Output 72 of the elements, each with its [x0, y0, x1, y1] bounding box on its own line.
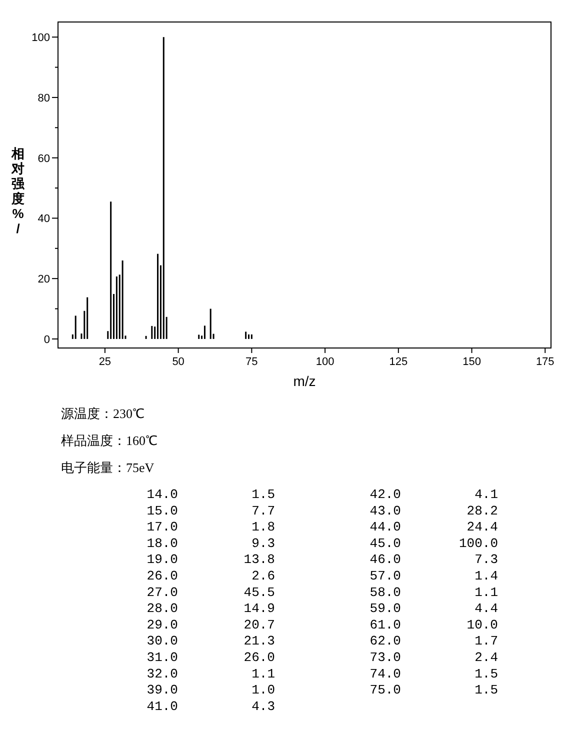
- text: 4.1: [474, 487, 498, 502]
- text: 24.4: [466, 520, 498, 535]
- text: 18.0: [146, 536, 178, 551]
- text: 14.9: [244, 601, 275, 616]
- text: 27.0: [146, 584, 178, 600]
- text: 28.0: [146, 601, 178, 616]
- text: 30.0: [146, 634, 178, 649]
- x-tick-label: 125: [389, 356, 408, 368]
- text: 46.0: [370, 552, 401, 568]
- text: 9.3: [252, 536, 275, 551]
- text: 4.3: [252, 698, 275, 714]
- text: 1.5: [474, 666, 498, 682]
- text: 15.0: [146, 503, 178, 518]
- text: 100.0: [458, 536, 498, 551]
- text: 19.0: [146, 552, 178, 568]
- x-tick-label: 150: [462, 356, 481, 368]
- text: 2.6: [252, 568, 275, 584]
- text: 29.0: [146, 617, 178, 632]
- y-axis-title: 相对强度%/: [10, 146, 26, 236]
- text: 26.0: [146, 568, 178, 584]
- x-tick-label: 25: [98, 356, 112, 368]
- y-tick-label: 80: [38, 92, 50, 104]
- text: 13.8: [244, 552, 275, 568]
- text: 44.0: [370, 520, 401, 535]
- x-tick-label: 75: [246, 356, 258, 368]
- text: 17.0: [146, 520, 178, 535]
- text: 7.3: [474, 552, 498, 568]
- text: 1.4: [474, 568, 498, 584]
- y-tick-label: 0: [44, 334, 50, 346]
- text: 2.4: [474, 650, 498, 665]
- text: 1.5: [474, 682, 498, 698]
- text: 电子能量：75eV: [61, 460, 155, 475]
- x-axis-title: m/z: [293, 373, 316, 389]
- text: 14.0: [146, 487, 178, 502]
- text: 62.0: [370, 634, 401, 649]
- text: 61.0: [370, 617, 401, 632]
- text: 源温度：230℃: [61, 406, 144, 421]
- text: 1.7: [474, 634, 498, 649]
- x-tick-label: 100: [316, 356, 334, 368]
- text: 28.2: [466, 503, 498, 518]
- text: 10.0: [466, 617, 498, 632]
- text: 45.0: [370, 536, 401, 551]
- text: 1.0: [252, 682, 275, 698]
- text: 75.0: [370, 682, 401, 698]
- y-tick-label: 60: [38, 152, 50, 165]
- text: 58.0: [370, 584, 401, 600]
- text: 1.1: [474, 584, 498, 600]
- text: 4.4: [474, 601, 498, 616]
- x-tick-label: 50: [172, 356, 184, 368]
- y-tick-label: 20: [38, 274, 50, 286]
- text: 1.5: [252, 487, 275, 502]
- text: 45.5: [244, 584, 275, 600]
- text: 43.0: [370, 503, 401, 518]
- text: 1.1: [252, 666, 276, 682]
- text: 1.8: [252, 520, 275, 535]
- text: 31.0: [146, 650, 178, 665]
- text: 74.0: [370, 666, 401, 682]
- text: 73.0: [370, 650, 401, 665]
- text: 32.0: [146, 666, 178, 682]
- text: 7.7: [252, 503, 275, 518]
- text: 样品温度：160℃: [61, 433, 158, 448]
- text: 20.7: [244, 617, 275, 632]
- y-tick-label: 40: [38, 213, 50, 226]
- text: 39.0: [146, 682, 178, 698]
- x-tick-label: 175: [536, 356, 554, 368]
- y-tick-label: 100: [32, 32, 50, 44]
- text: 57.0: [370, 568, 401, 584]
- text: 41.0: [146, 698, 178, 714]
- text: 26.0: [244, 650, 275, 665]
- text: 21.3: [244, 634, 275, 649]
- text: 42.0: [370, 487, 401, 502]
- text: 59.0: [370, 601, 401, 616]
